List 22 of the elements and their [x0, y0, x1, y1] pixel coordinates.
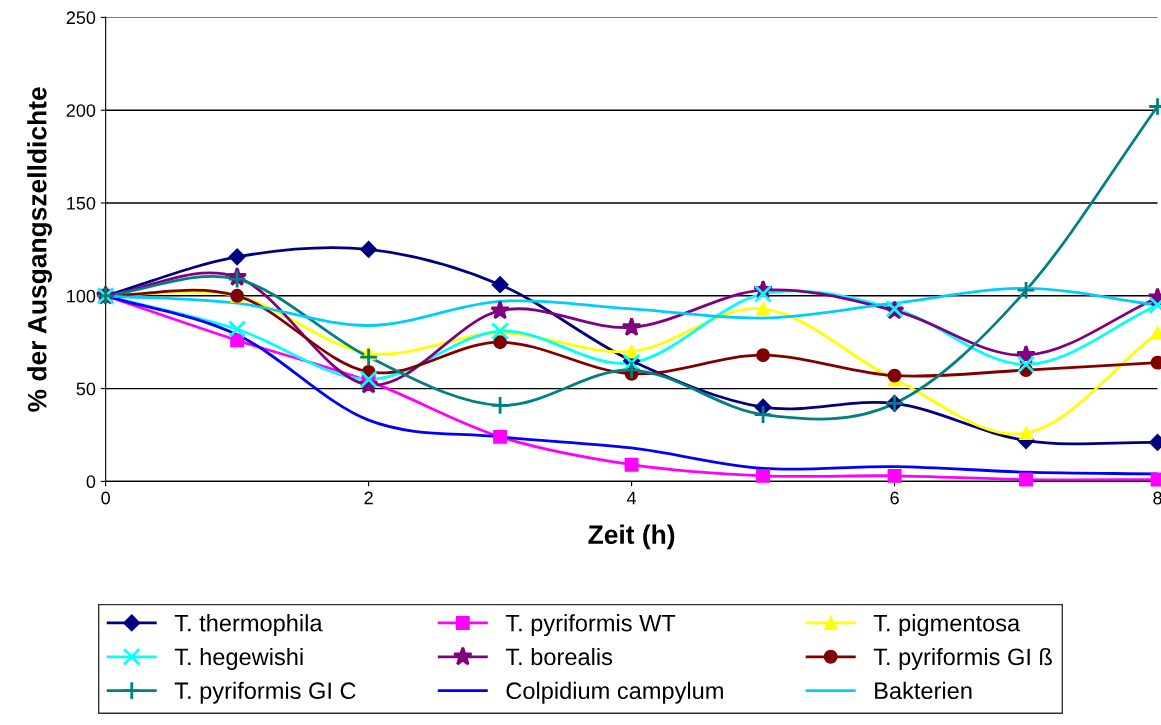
- legend-label: Colpidium campylum: [506, 681, 723, 704]
- legend-label: T. pyriformis GI C: [174, 681, 356, 704]
- y-tick-label: 200: [66, 104, 96, 117]
- x-tick-label: 4: [626, 491, 637, 505]
- x-tick-label: 2: [364, 491, 373, 505]
- legend-label: Bakterien: [875, 681, 972, 700]
- y-tick-label: 100: [67, 289, 96, 303]
- y-tick-label: 0: [86, 475, 96, 489]
- legend-label: T. pigmentosa: [873, 614, 1021, 637]
- legend-label: T. hegewishi: [174, 647, 303, 670]
- legend-label: T. thermophila: [174, 614, 323, 637]
- y-tick-label: 250: [66, 11, 96, 25]
- legend-label: T. pyriformis WT: [505, 614, 676, 637]
- x-tick-label: 8: [1153, 491, 1161, 505]
- y-tick-label: 50: [76, 382, 96, 396]
- y-tick-label: 150: [67, 196, 96, 210]
- legend-label: T. borealis: [505, 647, 613, 666]
- x-tick-label: 6: [890, 491, 899, 505]
- legend-label: T. pyriformis GI ß: [873, 647, 1052, 670]
- y-axis-title: % der Ausgangszelldichte: [27, 87, 52, 412]
- x-tick-label: 0: [101, 491, 110, 505]
- x-axis-title: Zeit (h): [588, 524, 675, 550]
